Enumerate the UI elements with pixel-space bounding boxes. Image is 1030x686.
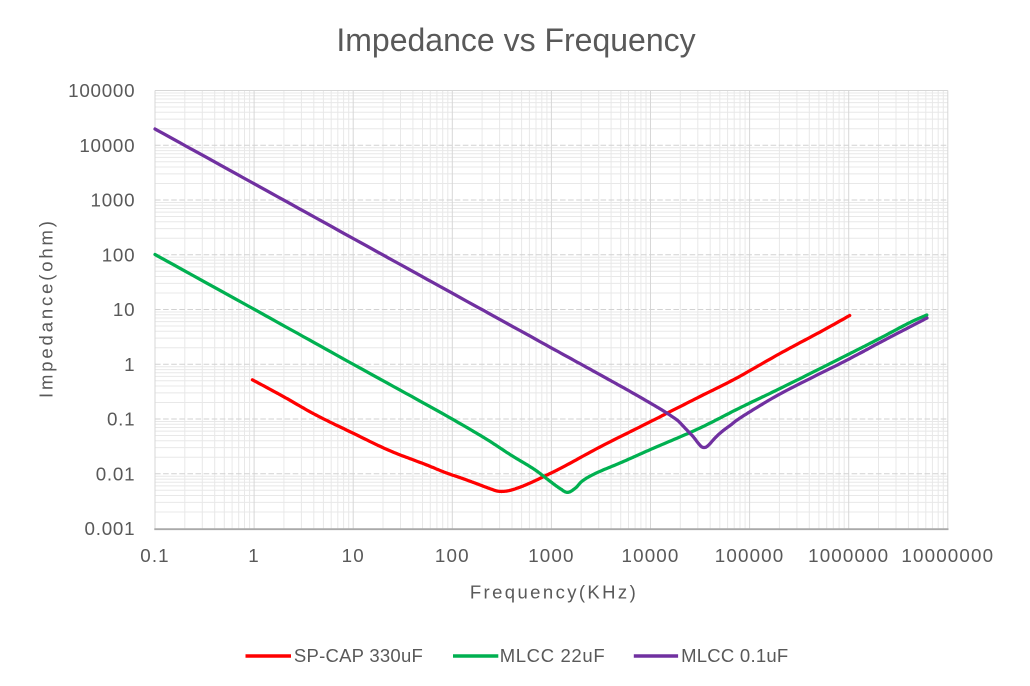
svg-text:1000000: 1000000 xyxy=(808,545,889,566)
svg-text:10: 10 xyxy=(342,545,365,566)
svg-text:1: 1 xyxy=(248,545,260,566)
svg-text:100: 100 xyxy=(435,545,470,566)
svg-text:0.01: 0.01 xyxy=(96,463,136,484)
svg-text:100000: 100000 xyxy=(68,80,135,101)
svg-text:0.1: 0.1 xyxy=(107,409,135,430)
svg-text:0.001: 0.001 xyxy=(85,518,136,539)
svg-text:10000000: 10000000 xyxy=(901,545,994,566)
svg-text:0.1: 0.1 xyxy=(140,545,170,566)
svg-text:1000: 1000 xyxy=(91,190,136,211)
svg-text:1000: 1000 xyxy=(528,545,574,566)
svg-text:10000: 10000 xyxy=(79,135,135,156)
svg-text:MLCC 22uF: MLCC 22uF xyxy=(500,645,606,666)
svg-text:Impedance(ohm): Impedance(ohm) xyxy=(36,218,57,398)
svg-text:Impedance vs Frequency: Impedance vs Frequency xyxy=(336,22,695,58)
svg-text:MLCC 0.1uF: MLCC 0.1uF xyxy=(681,645,788,666)
svg-text:1: 1 xyxy=(124,354,135,375)
svg-text:100: 100 xyxy=(102,244,136,265)
svg-text:Frequency(KHz): Frequency(KHz) xyxy=(470,582,638,603)
svg-text:SP-CAP 330uF: SP-CAP 330uF xyxy=(294,645,423,666)
svg-text:10: 10 xyxy=(113,299,135,320)
svg-text:100000: 100000 xyxy=(715,545,785,566)
svg-text:10000: 10000 xyxy=(622,545,680,566)
